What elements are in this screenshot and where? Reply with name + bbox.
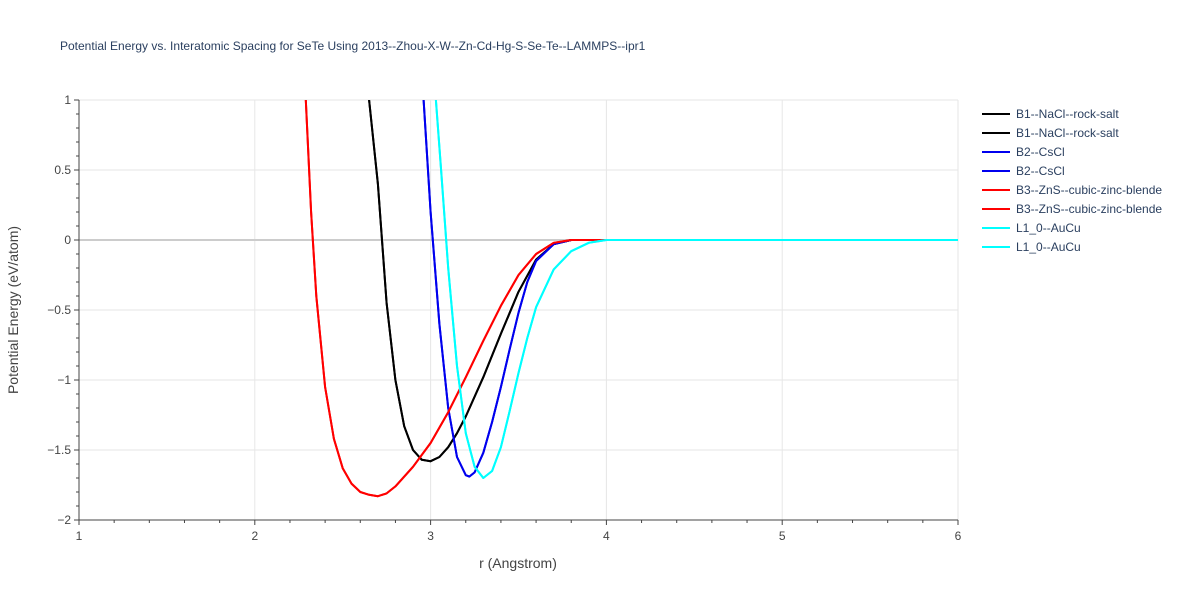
x-tick-label: 3: [427, 529, 434, 543]
y-tick-label: −0.5: [47, 303, 71, 317]
x-tick-label: 6: [955, 529, 962, 543]
y-axis-title: Potential Energy (eV/atom): [5, 226, 21, 394]
grid: [79, 99, 959, 520]
legend[interactable]: B1--NaCl--rock-salt B1--NaCl--rock-salt B2…: [982, 107, 1162, 254]
legend-label: B2--CsCl: [1016, 164, 1065, 178]
legend-item[interactable]: B2--CsCl: [982, 164, 1065, 178]
series-lines: [304, 100, 958, 498]
legend-item[interactable]: L1_0--AuCu: [982, 240, 1081, 254]
y-tick-label: 0: [64, 233, 71, 247]
legend-item[interactable]: L1_0--AuCu: [982, 221, 1081, 235]
y-tick-label: 0.5: [54, 163, 71, 177]
x-tick-label: 2: [251, 529, 258, 543]
legend-label: B2--CsCl: [1016, 145, 1065, 159]
legend-label: B1--NaCl--rock-salt: [1016, 107, 1119, 121]
legend-item[interactable]: B1--NaCl--rock-salt: [982, 126, 1119, 140]
y-tick-label: 1: [64, 93, 71, 107]
y-tick-label: −2: [57, 513, 71, 527]
legend-label: B1--NaCl--rock-salt: [1016, 126, 1119, 140]
legend-label: L1_0--AuCu: [1016, 221, 1081, 235]
series-line-4: [422, 100, 958, 478]
x-tick-label: 4: [603, 529, 610, 543]
y-tick-label: −1.5: [47, 443, 71, 457]
x-tick-label: 1: [76, 529, 83, 543]
y-tick-label: −1: [57, 373, 71, 387]
legend-item[interactable]: B3--ZnS--cubic-zinc-blende: [982, 202, 1162, 216]
legend-item[interactable]: B3--ZnS--cubic-zinc-blende: [982, 183, 1162, 197]
y-axis-ticks: 1 0.5 0 −0.5 −1 −1.5 −2: [47, 93, 79, 527]
series-line-8: [434, 100, 958, 479]
chart-title: Potential Energy vs. Interatomic Spacing…: [60, 39, 646, 53]
series-line-6: [304, 100, 958, 498]
x-tick-label: 5: [779, 529, 786, 543]
x-axis-ticks: 1 2 3 4 5 6: [76, 520, 962, 543]
legend-label: B3--ZnS--cubic-zinc-blende: [1016, 183, 1162, 197]
legend-label: L1_0--AuCu: [1016, 240, 1081, 254]
legend-label: B3--ZnS--cubic-zinc-blende: [1016, 202, 1162, 216]
legend-item[interactable]: B2--CsCl: [982, 145, 1065, 159]
x-axis-title: r (Angstrom): [479, 555, 557, 571]
axes: [78, 100, 958, 521]
legend-item[interactable]: B1--NaCl--rock-salt: [982, 107, 1119, 121]
